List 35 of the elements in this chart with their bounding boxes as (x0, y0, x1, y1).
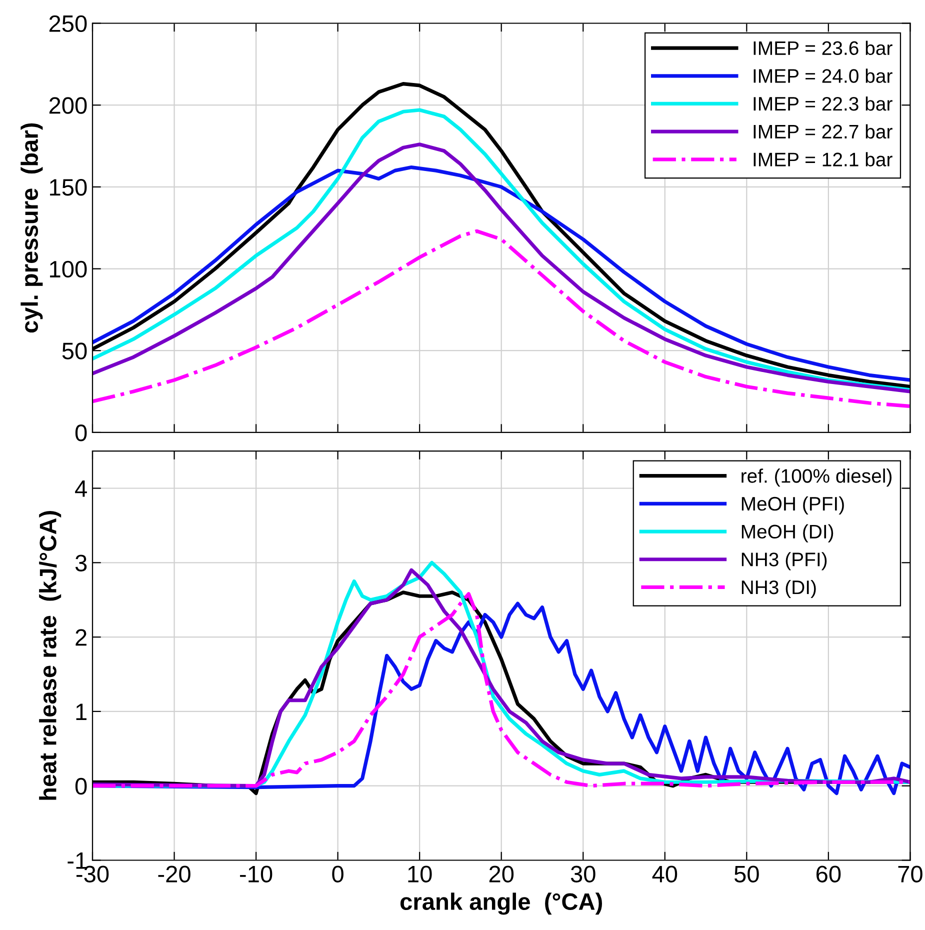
legend-label: IMEP = 24.0 bar (754, 68, 892, 83)
y-tick-label: 1 (76, 704, 86, 720)
x-tick-label: 60 (816, 866, 841, 882)
y-tick-label: 4 (75, 480, 87, 497)
y-tick-label: 200 (49, 97, 87, 114)
y-tick-label: 150 (50, 179, 87, 196)
y-tick-label: 0 (75, 778, 87, 795)
x-tick-label: 30 (570, 866, 596, 882)
x-tick-label: 20 (489, 866, 514, 882)
y-tick-label: 50 (62, 342, 87, 360)
legend-label: MeOH (PFI) (742, 496, 844, 515)
x-tick-label: 0 (332, 866, 344, 882)
x-tick-label: 70 (898, 866, 922, 882)
legend-label: IMEP = 22.3 bar (754, 96, 892, 111)
legend-label: ref. (100% diesel) (742, 468, 892, 487)
y-tick-label: 250 (49, 15, 87, 32)
x-tick-label: 10 (408, 866, 432, 882)
legend-label: IMEP = 12.1 bar (754, 152, 892, 166)
y-tick-label: 2 (76, 629, 86, 646)
y-tick-label: 100 (50, 260, 87, 278)
x-tick-label: -10 (240, 866, 272, 882)
y-axis-title: cyl. pressure (bar) (20, 123, 43, 333)
legend-label: MeOH (DI) (742, 524, 834, 542)
legend-label: IMEP = 23.6 bar (754, 40, 892, 56)
x-tick-label: 50 (734, 866, 759, 882)
legend-label: NH3 (PFI) (742, 552, 827, 570)
legend-label: IMEP = 22.7 bar (754, 124, 892, 139)
y-tick-label: 0 (75, 424, 87, 442)
y-axis-title: heat release rate (kJ/°CA) (39, 511, 62, 800)
line-series (92, 229, 910, 408)
y-tick-label: 3 (75, 554, 87, 572)
legend-label: NH3 (DI) (742, 580, 816, 598)
x-axis-title: crank angle (°CA) (400, 892, 602, 915)
x-tick-label: -20 (158, 866, 190, 882)
x-tick-label: 40 (652, 866, 678, 882)
